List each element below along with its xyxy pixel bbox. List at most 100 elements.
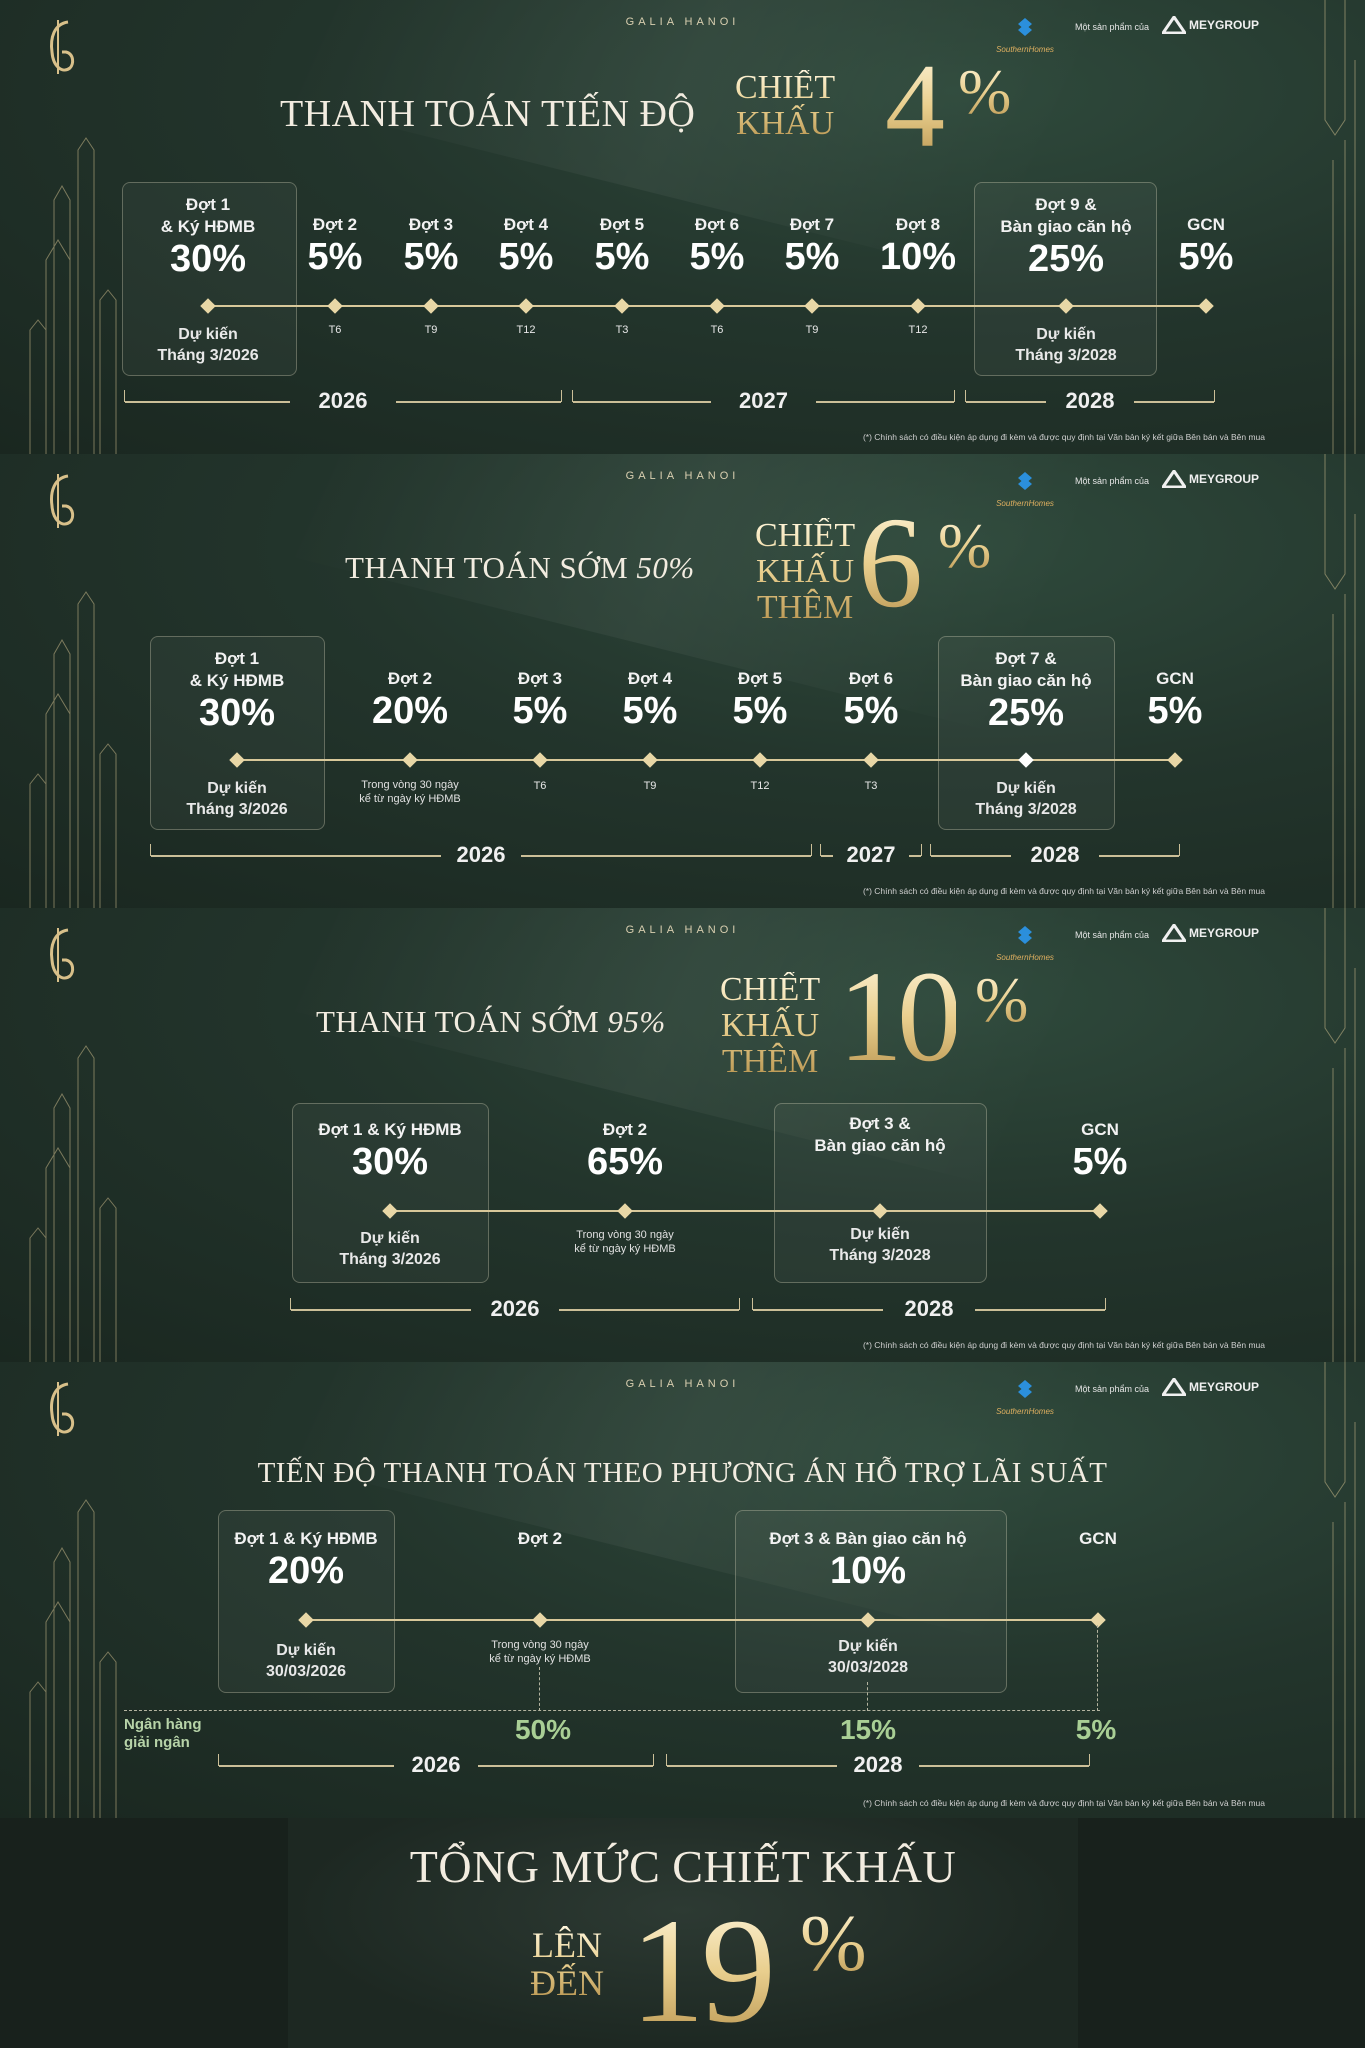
month-tick: T3 xyxy=(615,324,629,336)
discount-label: CHIẾT KHẤU THÊM xyxy=(720,971,821,1080)
timeline-dot xyxy=(402,752,418,768)
timeline-dot xyxy=(642,752,658,768)
mey-triangle-icon xyxy=(1162,470,1186,488)
disbursement-connector xyxy=(867,1682,868,1711)
page-title: THANH TOÁN SỚM 95% xyxy=(316,1004,666,1039)
southern-homes-logo: SouthernHomes xyxy=(990,16,1060,54)
brand-name: GALIA HANOI xyxy=(625,470,740,482)
disbursement-connector xyxy=(1097,1625,1098,1711)
expected-date: Dự kiến 30/03/2028 xyxy=(827,1638,909,1676)
expected-date: Dự kiến Tháng 3/2026 xyxy=(157,326,259,364)
year-bracket: 2027 xyxy=(820,842,922,867)
product-of-label: Một sản phẩm của xyxy=(1075,930,1150,940)
timeline-dot xyxy=(532,1612,548,1628)
installment-6: Đợt 6 5% xyxy=(689,215,745,278)
installment-1: Đợt 1 & Ký HĐMB 30% xyxy=(318,1120,462,1183)
timeline-dot xyxy=(910,298,926,314)
timeline-dot xyxy=(752,752,768,768)
year-bracket: 2028 xyxy=(965,388,1215,413)
timeline-dot xyxy=(1167,752,1183,768)
building-outline-right xyxy=(1324,908,1356,1362)
expected-date: Dự kiến Tháng 3/2026 xyxy=(186,780,288,818)
southern-homes-icon xyxy=(1018,926,1032,944)
month-tick: T9 xyxy=(643,780,657,792)
mey-group-logo: MEYGROUP xyxy=(1162,924,1259,942)
disbursement-connector xyxy=(539,1667,540,1711)
mey-group-logo: MEYGROUP xyxy=(1162,1378,1259,1396)
installment-box-handover xyxy=(774,1103,987,1283)
panel-interest-support: GALIA HANOI SouthernHomes Một sản phẩm c… xyxy=(0,1362,1365,1818)
bank-disbursement-value: 5% xyxy=(1075,1714,1117,1745)
galia-logo-icon xyxy=(50,1382,75,1436)
expected-date: Dự kiến 30/03/2026 xyxy=(265,1642,347,1680)
month-tick: T6 xyxy=(328,324,342,336)
installment-gcn: GCN 5% xyxy=(1147,669,1203,732)
installment-2: Đợt 2 65% xyxy=(586,1120,664,1183)
timeline-dot xyxy=(617,1203,633,1219)
expected-date: Dự kiến Tháng 3/2028 xyxy=(1015,326,1117,364)
mey-group-logo: MEYGROUP xyxy=(1162,16,1259,34)
installment-box-handover xyxy=(735,1510,1007,1693)
bank-disbursement-value: 50% xyxy=(514,1714,572,1745)
southern-homes-icon xyxy=(1018,472,1032,490)
installment-4: Đợt 4 5% xyxy=(498,215,554,278)
timeline-dot xyxy=(518,298,534,314)
southern-homes-logo: SouthernHomes xyxy=(990,924,1060,962)
installment-2: Đợt 2 5% xyxy=(307,215,363,278)
discount-label: CHIẾT KHẤU xyxy=(735,69,836,142)
timeline-line xyxy=(237,759,1175,761)
timeline-dot xyxy=(863,752,879,768)
discount-percent: % xyxy=(938,510,992,581)
installment-5: Đợt 5 5% xyxy=(594,215,650,278)
month-tick: T3 xyxy=(864,780,878,792)
year-bracket: 2028 xyxy=(752,1296,1106,1321)
southern-homes-icon xyxy=(1018,1380,1032,1398)
installment-9: Đợt 9 & Bàn giao căn hộ 25% xyxy=(1000,195,1132,280)
galia-logo-icon xyxy=(50,928,75,982)
within-30-days-note: Trong vòng 30 ngày kể từ ngày ký HĐMB xyxy=(359,779,461,805)
panel-progress-payment: GALIA HANOI SouthernHomes Một sản phẩm c… xyxy=(0,0,1365,454)
building-outline-right xyxy=(1324,1362,1356,1818)
footnote: (*) Chính sách có điều kiện áp dụng đi k… xyxy=(862,1798,1265,1808)
year-bracket: 2026 xyxy=(150,842,812,867)
discount-number: 10 xyxy=(838,945,962,1089)
month-tick: T12 xyxy=(516,324,536,336)
footnote: (*) Chính sách có điều kiện áp dụng đi k… xyxy=(862,886,1265,896)
month-tick: T12 xyxy=(908,324,928,336)
year-bracket: 2028 xyxy=(666,1752,1090,1777)
mey-triangle-icon xyxy=(1162,924,1186,942)
product-of-label: Một sản phẩm của xyxy=(1075,476,1150,486)
month-tick: T9 xyxy=(424,324,438,336)
up-to-label: LÊN ĐẾN xyxy=(530,1925,604,2003)
total-discount-card: TỔNG MỨC CHIẾT KHẤU LÊN ĐẾN 19 % xyxy=(288,1818,1078,2048)
installment-box-first xyxy=(150,636,325,830)
installment-2: Đợt 2 20% xyxy=(371,669,449,732)
installment-1: Đợt 1 & Ký HĐMB 30% xyxy=(160,195,256,280)
year-bracket: 2028 xyxy=(930,842,1180,867)
southern-homes-icon xyxy=(1018,18,1032,36)
installment-7: Đợt 7 5% xyxy=(784,215,840,278)
page-title: THANH TOÁN SỚM 50% xyxy=(345,550,695,585)
timeline-dot xyxy=(709,298,725,314)
installment-5: Đợt 5 5% xyxy=(732,669,788,732)
footnote: (*) Chính sách có điều kiện áp dụng đi k… xyxy=(862,1340,1265,1350)
year-bracket: 2026 xyxy=(290,1296,740,1321)
disbursement-line xyxy=(124,1710,1100,1711)
installment-3: Đợt 3 & Bàn giao căn hộ 10% xyxy=(769,1529,967,1592)
timeline-line xyxy=(208,305,1206,307)
total-discount-percent: % xyxy=(800,1900,867,1988)
installment-3: Đợt 3 5% xyxy=(512,669,568,732)
timeline-dot xyxy=(423,298,439,314)
panel-early-payment-95: GALIA HANOI SouthernHomes Một sản phẩm c… xyxy=(0,908,1365,1362)
within-30-days-note: Trong vòng 30 ngày kể từ ngày ký HĐMB xyxy=(574,1229,676,1255)
within-30-days-note: Trong vòng 30 ngày kể từ ngày ký HĐMB xyxy=(489,1639,591,1665)
mey-triangle-icon xyxy=(1162,1378,1186,1396)
building-outline-left xyxy=(29,591,117,908)
bank-disbursement-label: Ngân hàng giải ngân xyxy=(124,1716,202,1751)
panel-early-payment-50: GALIA HANOI SouthernHomes Một sản phẩm c… xyxy=(0,454,1365,908)
installment-3: Đợt 3 5% xyxy=(403,215,459,278)
installment-1: Đợt 1 & Ký HĐMB 30% xyxy=(189,649,285,734)
expected-date: Dự kiến Tháng 3/2026 xyxy=(339,1230,441,1268)
building-outline-left xyxy=(29,1499,117,1818)
galia-logo-icon xyxy=(50,474,75,528)
